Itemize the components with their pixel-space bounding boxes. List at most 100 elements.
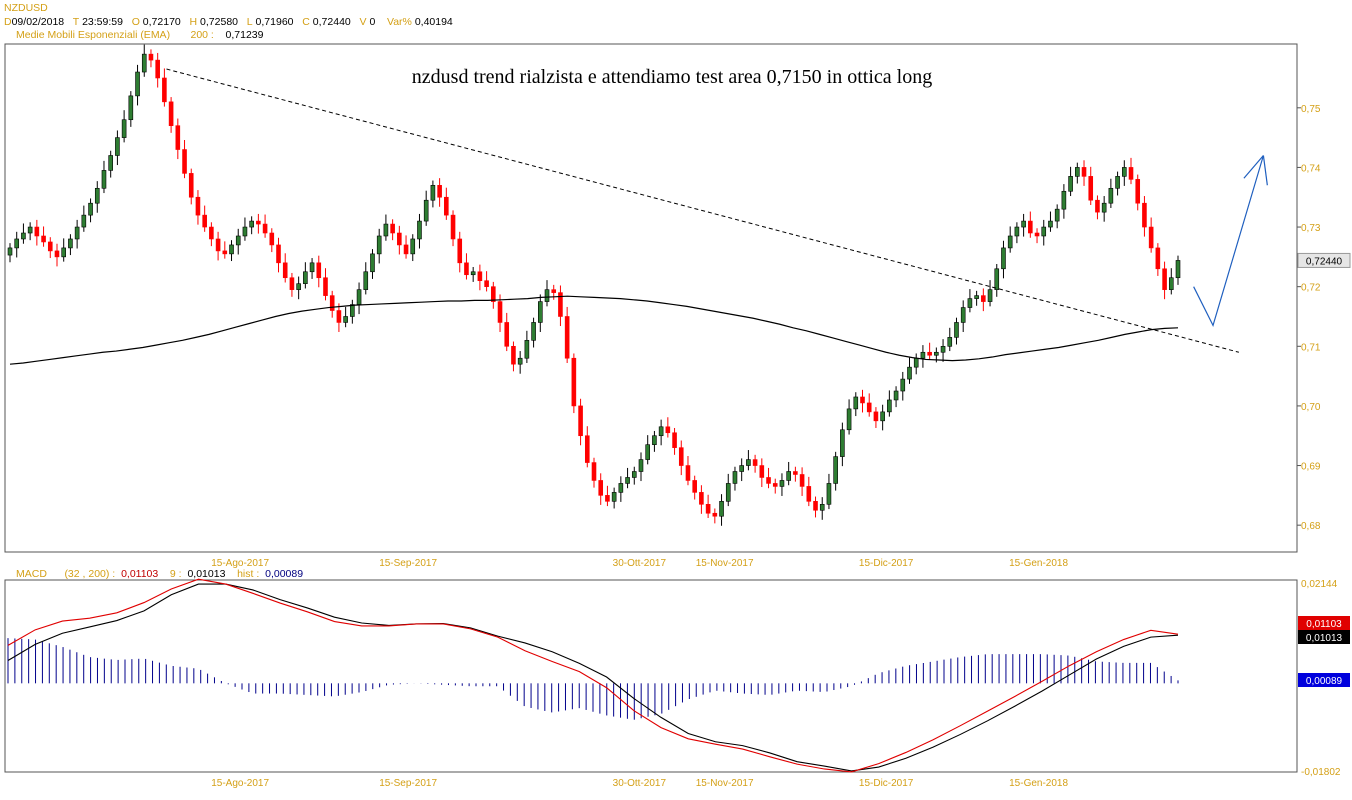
candle-body: [766, 477, 771, 484]
candle-body: [954, 322, 959, 338]
candle-body: [806, 486, 812, 502]
candle-body: [1162, 268, 1167, 290]
candle-body: [115, 137, 120, 156]
candle-body: [558, 292, 563, 317]
macd-y-tick-label: 0,02144: [1301, 579, 1338, 590]
candle-body: [625, 477, 630, 484]
candle-body: [551, 289, 557, 293]
projection-arrow-head: [1262, 155, 1268, 186]
candle-body: [524, 340, 530, 359]
candle-body: [987, 289, 993, 302]
candle-body: [618, 483, 624, 493]
candle-body: [1034, 232, 1040, 237]
candle-body: [383, 223, 389, 237]
candle-body: [323, 277, 328, 296]
macd-signal-line: [7, 583, 1179, 772]
candle-body: [403, 244, 409, 255]
candle-body: [128, 95, 134, 121]
candle-body: [685, 465, 691, 481]
candle-body: [927, 351, 932, 356]
candle-body: [417, 220, 422, 240]
candle-body: [229, 244, 234, 255]
candle-body: [14, 238, 20, 249]
y-tick-label: 0,69: [1301, 462, 1321, 473]
candle-body: [517, 357, 523, 365]
candle-body: [880, 411, 885, 422]
projection-arrow: [1193, 155, 1264, 328]
symbol-title: NZDUSD: [4, 2, 48, 14]
candle-body: [262, 223, 268, 234]
candle-body: [605, 495, 610, 502]
candle-body: [1095, 199, 1100, 213]
macd-y-tick-label: -0,01802: [1301, 767, 1341, 778]
candle-body: [900, 378, 906, 392]
candle-body: [544, 289, 550, 302]
candle-body: [235, 235, 241, 246]
macd-x-date-label: 30-Ott-2017: [613, 778, 667, 789]
candle-body: [1075, 167, 1080, 177]
candle-body: [1128, 167, 1134, 180]
candle-body: [1041, 226, 1047, 237]
candle-body: [1175, 260, 1181, 279]
macd-x-date-label: 15-Ago-2017: [211, 778, 269, 789]
candle-body: [712, 512, 718, 517]
macd-line: [7, 578, 1179, 773]
candle-body: [101, 170, 107, 189]
candle-body: [1068, 176, 1073, 192]
candle-body: [799, 474, 805, 487]
candle-body: [645, 444, 651, 460]
candle-body: [94, 187, 100, 204]
candle-body: [477, 271, 483, 282]
candle-body: [309, 262, 315, 273]
candle-body: [202, 214, 207, 228]
candle-body: [752, 459, 758, 466]
signal-value-label: 0,01013: [1306, 633, 1343, 644]
candle-body: [974, 295, 979, 299]
candle-body: [88, 202, 93, 216]
candle-body: [1101, 202, 1107, 213]
projection-arrow-head: [1243, 155, 1264, 179]
candle-body: [913, 357, 919, 368]
candle-body: [1121, 167, 1127, 177]
candle-body: [34, 226, 40, 237]
candle-body: [484, 280, 489, 287]
candle-body: [826, 483, 832, 505]
candle-body: [786, 471, 791, 481]
candle-body: [947, 337, 953, 347]
y-tick-label: 0,74: [1301, 163, 1321, 174]
hist-value-badge: [1298, 673, 1350, 687]
candle-body: [350, 304, 355, 317]
candle-body: [725, 483, 731, 502]
candle-body: [840, 429, 845, 457]
candle-body: [705, 504, 711, 514]
y-tick-label: 0,71: [1301, 342, 1321, 353]
candle-body: [1081, 167, 1087, 177]
candle-body: [7, 247, 13, 256]
candle-body: [108, 155, 113, 171]
y-tick-label: 0,72: [1301, 283, 1321, 294]
candle-body: [74, 226, 80, 240]
candle-body: [1148, 226, 1154, 249]
candle-body: [611, 492, 617, 502]
candle-body: [1061, 190, 1067, 210]
candle-body: [934, 351, 939, 356]
candle-body: [444, 196, 449, 216]
candle-body: [1108, 187, 1114, 204]
macd-readout: MACD (32 , 200) : 0,01103 9 : 0,01013 hi…: [16, 568, 304, 580]
candle-body: [61, 247, 67, 258]
candle-body: [329, 295, 335, 311]
candle-body: [356, 289, 362, 305]
candle-body: [772, 483, 778, 487]
candle-body: [54, 250, 60, 258]
candle-body: [437, 185, 442, 198]
candle-body: [256, 220, 261, 225]
candle-body: [759, 465, 765, 478]
last-price-label: 0,72440: [1306, 256, 1343, 267]
y-tick-label: 0,73: [1301, 223, 1321, 234]
candle-body: [591, 462, 597, 481]
macd-panel-frame: [4, 579, 1298, 773]
candle-body: [907, 366, 912, 380]
candle-body: [960, 307, 966, 323]
candle-body: [209, 226, 214, 240]
